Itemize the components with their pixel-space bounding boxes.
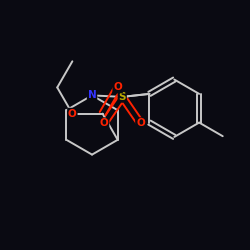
- Text: O: O: [100, 118, 108, 128]
- Text: N: N: [88, 90, 96, 101]
- Text: O: O: [68, 109, 77, 119]
- Text: O: O: [136, 118, 145, 128]
- Text: S: S: [118, 92, 126, 102]
- Text: O: O: [113, 82, 122, 92]
